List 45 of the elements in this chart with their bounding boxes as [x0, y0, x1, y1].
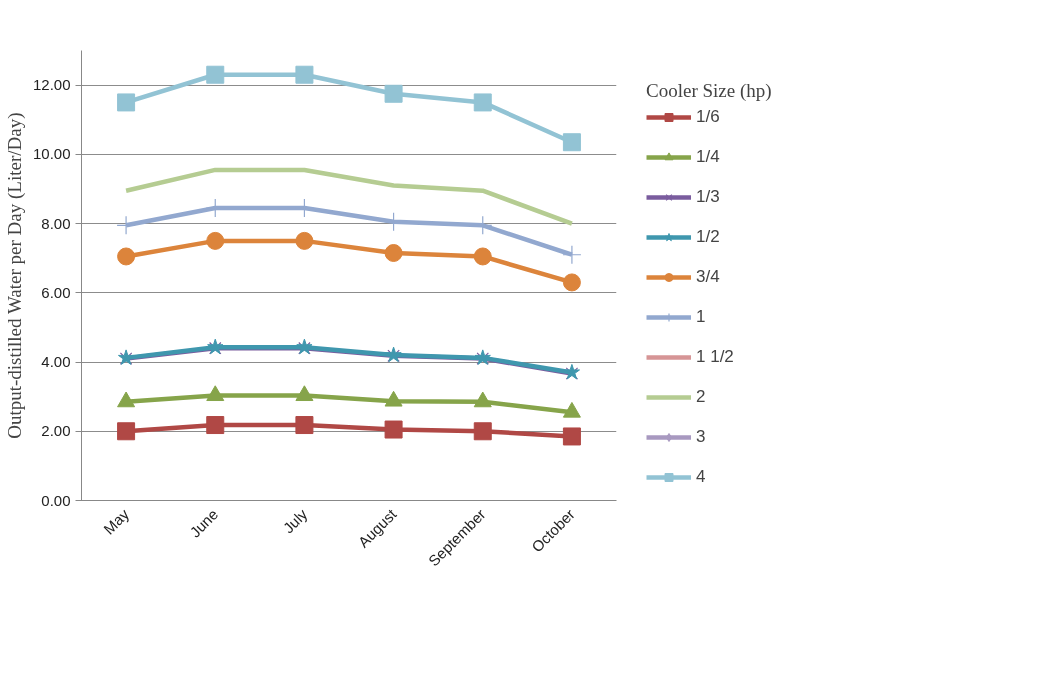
point — [295, 416, 314, 435]
point — [117, 93, 136, 112]
point — [562, 245, 582, 265]
point — [473, 422, 492, 441]
point — [117, 247, 136, 266]
legend-label: 3/4 — [696, 267, 720, 287]
legend-label: 1/3 — [696, 187, 720, 207]
y-tick-label: 10.00 — [32, 145, 71, 163]
point — [295, 231, 314, 250]
point — [206, 231, 225, 250]
point — [562, 427, 581, 446]
x-tick-label: May — [100, 505, 133, 538]
y-tick-label: 2.00 — [41, 422, 71, 440]
point — [384, 420, 403, 439]
point — [562, 273, 581, 292]
legend-label: 2 — [696, 387, 707, 407]
legend-label: 1/4 — [696, 147, 720, 167]
point — [384, 244, 403, 262]
y-tick-label: 4.00 — [41, 353, 71, 371]
y-tick-label: 6.00 — [41, 283, 71, 301]
point — [206, 385, 225, 402]
line-series — [123, 167, 575, 226]
legend-label: 3 — [696, 427, 707, 447]
point — [565, 367, 579, 380]
point — [563, 363, 581, 380]
point — [473, 247, 492, 266]
point — [206, 416, 225, 435]
y-tick-label: 12.00 — [32, 76, 71, 94]
legend-title: Cooler Size (hp) — [646, 80, 772, 102]
point — [206, 65, 225, 84]
legend-label: 1 — [696, 307, 707, 327]
y-tick-label: 8.00 — [41, 214, 71, 232]
point — [295, 65, 314, 84]
legend-label: 1/2 — [696, 227, 720, 247]
point — [384, 84, 403, 103]
legend-label: 1/6 — [696, 107, 720, 127]
point — [562, 133, 581, 152]
point — [117, 422, 136, 441]
x-tick-label: July — [279, 505, 311, 537]
legend-label: 4 — [696, 467, 707, 487]
y-tick-label: 0.00 — [41, 491, 71, 509]
y-axis-title: Output-distilled Water per Day (Liter/Day) — [3, 112, 26, 439]
legend-label: 1 1/2 — [696, 347, 734, 367]
point — [295, 385, 314, 402]
point — [473, 93, 492, 112]
